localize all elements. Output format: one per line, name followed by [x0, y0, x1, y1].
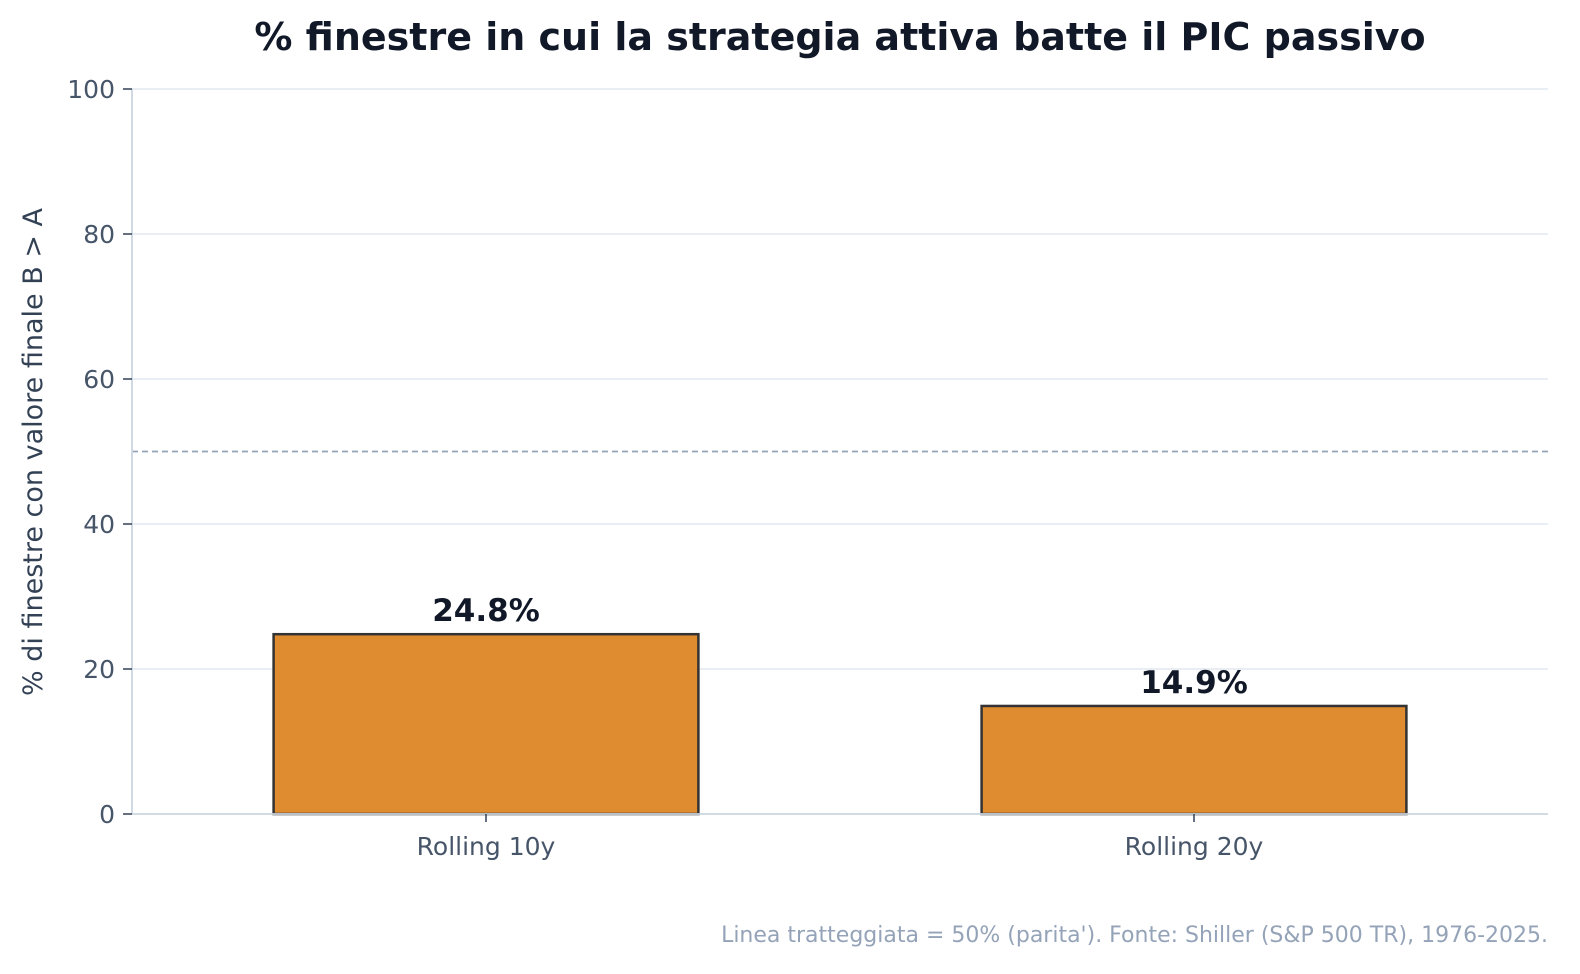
x-tick-label: Rolling 20y [1125, 832, 1264, 861]
y-tick-label: 80 [83, 220, 115, 249]
gridlines [132, 88, 1548, 670]
data-label: 24.8% [432, 593, 540, 629]
chart-title: % finestre in cui la strategia attiva ba… [254, 15, 1425, 59]
bars-group: 24.8% 14.9% [272, 593, 1408, 816]
y-tick-label: 100 [67, 75, 115, 104]
bar [980, 704, 1408, 816]
footnote: Linea tratteggiata = 50% (parita'). Font… [721, 923, 1548, 948]
bar [272, 632, 700, 816]
y-tick-label: 0 [99, 800, 115, 829]
y-tick-label: 20 [83, 655, 115, 684]
x-ticks: Rolling 10y Rolling 20y [417, 814, 1264, 861]
y-tick-label: 60 [83, 365, 115, 394]
x-tick-label: Rolling 10y [417, 832, 556, 861]
y-ticks: 0 20 40 60 80 100 [67, 75, 132, 829]
y-axis-label: % di finestre con valore finale B > A [18, 207, 49, 696]
y-tick-label: 40 [83, 510, 115, 539]
data-label: 14.9% [1140, 665, 1248, 701]
